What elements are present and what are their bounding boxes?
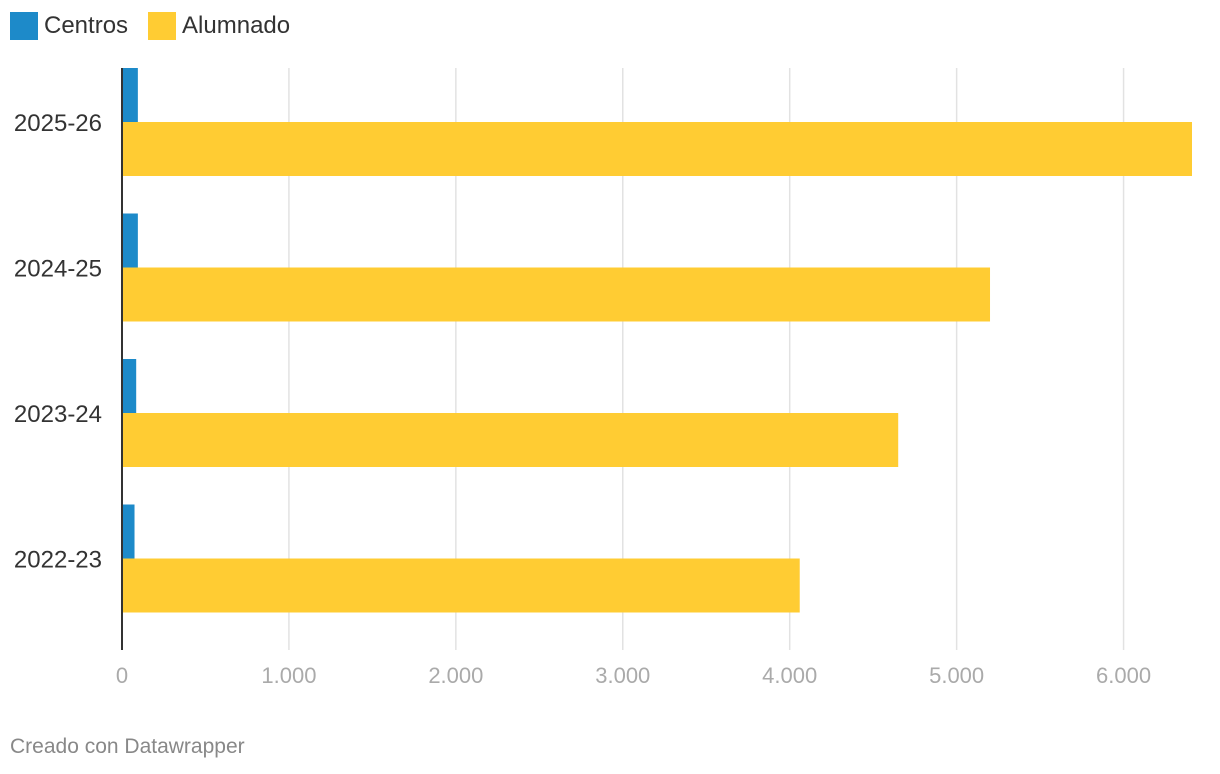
bar-alumnado-2022-23: [122, 558, 800, 613]
legend-item-centros: Centros: [10, 12, 128, 40]
x-tick-label-0: 0: [116, 663, 128, 688]
legend-item-alumnado: Alumnado: [148, 12, 290, 40]
bar-alumnado-2025-26: [122, 122, 1192, 176]
x-tick-label-3: 3.000: [595, 663, 650, 688]
bar-centros-2025-26: [122, 68, 138, 122]
y-tick-label-2025-26: 2025-26: [14, 110, 102, 137]
bar-alumnado-2023-24: [122, 413, 899, 467]
x-tick-label-2: 2.000: [428, 663, 483, 688]
legend-label-centros: Centros: [44, 12, 129, 39]
bar-centros-2023-24: [122, 359, 137, 413]
footer-credit: Creado con Datawrapper: [10, 735, 245, 758]
legend-swatch-centros: [10, 12, 38, 40]
x-tick-label-6: 6.000: [1096, 663, 1151, 688]
x-tick-label-5: 5.000: [929, 663, 984, 688]
bar-centros-2022-23: [122, 504, 135, 559]
legend-swatch-alumnado: [148, 12, 177, 40]
x-tick-label-1: 1.000: [261, 663, 316, 688]
y-tick-label-2024-25: 2024-25: [14, 256, 102, 283]
bar-centros-2024-25: [122, 213, 138, 268]
legend-label-alumnado: Alumnado: [182, 12, 291, 39]
x-tick-label-4: 4.000: [762, 663, 817, 688]
bar-alumnado-2024-25: [122, 267, 991, 322]
y-tick-label-2023-24: 2023-24: [14, 401, 102, 428]
chart-legend: Centros Alumnado: [10, 12, 290, 40]
y-tick-label-2022-23: 2022-23: [14, 547, 102, 574]
